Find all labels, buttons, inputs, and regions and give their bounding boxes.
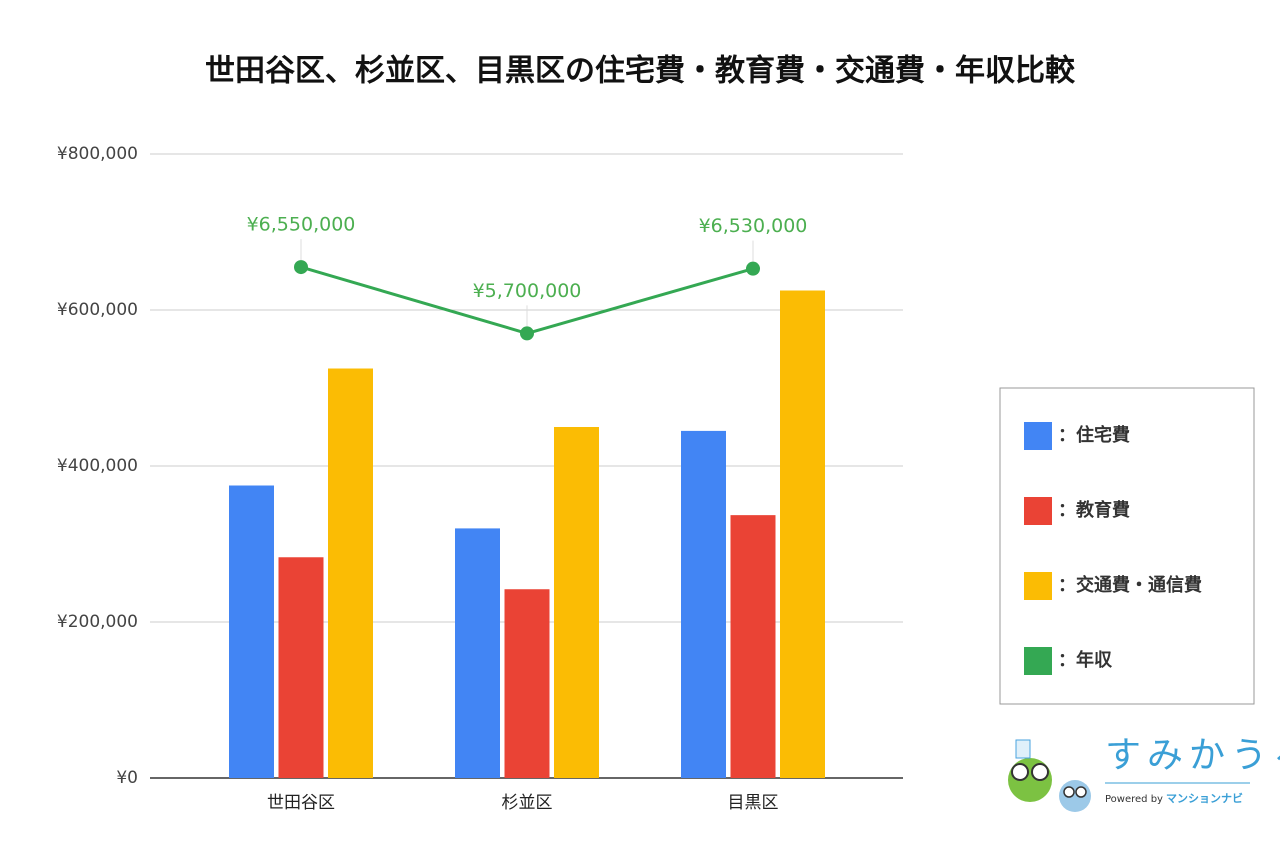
logo: すみかうる Powered by マンションナビ	[1008, 735, 1280, 812]
logo-icon	[1059, 780, 1091, 812]
bar	[229, 485, 274, 778]
logo-icon	[1075, 786, 1087, 798]
bar	[455, 528, 500, 778]
bar	[730, 515, 776, 778]
logo-name: すみかうる	[1105, 735, 1280, 776]
logo-icon	[1015, 739, 1031, 759]
bar	[504, 589, 550, 778]
line-point	[520, 326, 534, 341]
bar	[278, 557, 324, 778]
logo-icon	[1011, 763, 1029, 781]
legend-swatch	[1024, 497, 1052, 525]
bar	[328, 368, 373, 778]
x-tick-label: 世田谷区	[267, 793, 335, 813]
y-tick-label: ¥400,000	[57, 456, 138, 476]
logo-icon	[1031, 763, 1049, 781]
data-label: ¥6,550,000	[247, 214, 356, 236]
legend-label: ：教育費	[1058, 499, 1130, 521]
legend-label: ：住宅費	[1058, 424, 1130, 446]
x-tick-label: 杉並区	[502, 793, 553, 813]
y-tick-label: ¥600,000	[57, 300, 138, 320]
legend-label: ：交通費・通信費	[1058, 574, 1202, 596]
data-label: ¥6,530,000	[699, 215, 808, 237]
legend-swatch	[1024, 647, 1052, 675]
legend-swatch	[1024, 422, 1052, 450]
legend-label: ：年収	[1058, 649, 1113, 671]
logo-tagline: Powered by	[1105, 794, 1163, 805]
bar	[554, 427, 599, 778]
y-tick-label: ¥0	[116, 768, 138, 788]
line-point	[294, 260, 308, 275]
logo-brand: マンションナビ	[1166, 791, 1243, 805]
x-tick-label: 目黒区	[728, 793, 779, 813]
legend-swatch	[1024, 572, 1052, 600]
logo-icon	[1008, 758, 1052, 802]
chart-title: 世田谷区、杉並区、目黒区の住宅費・教育費・交通費・年収比較	[205, 54, 1076, 89]
data-label: ¥5,700,000	[473, 280, 582, 302]
y-tick-label: ¥800,000	[57, 144, 138, 164]
bar	[780, 290, 825, 778]
line-point	[746, 261, 760, 276]
bar	[681, 430, 726, 778]
logo-icon	[1063, 786, 1075, 798]
y-tick-label: ¥200,000	[57, 612, 138, 632]
